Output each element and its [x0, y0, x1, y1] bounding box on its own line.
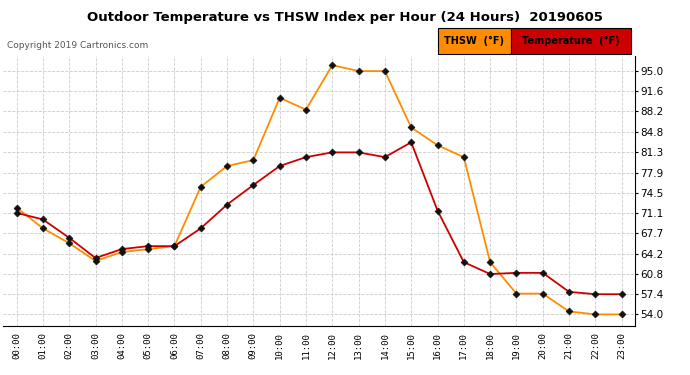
Text: Outdoor Temperature vs THSW Index per Hour (24 Hours)  20190605: Outdoor Temperature vs THSW Index per Ho…: [87, 11, 603, 24]
Text: Temperature  (°F): Temperature (°F): [522, 36, 620, 46]
Text: Copyright 2019 Cartronics.com: Copyright 2019 Cartronics.com: [7, 41, 148, 50]
Text: THSW  (°F): THSW (°F): [444, 36, 504, 46]
